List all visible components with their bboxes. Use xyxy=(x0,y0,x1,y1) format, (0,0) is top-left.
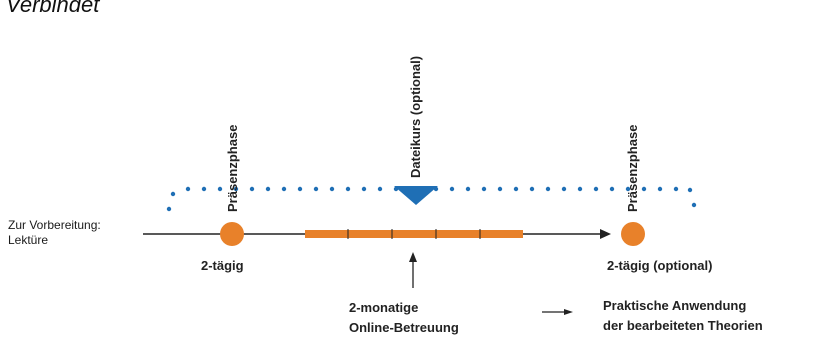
application-line2: der bearbeiteten Theorien xyxy=(603,318,763,333)
header-title: Verbindet xyxy=(6,0,100,17)
application-arrowhead xyxy=(564,309,573,315)
preparation-line2: Lektüre xyxy=(8,233,49,247)
timeline-arrowhead xyxy=(600,229,611,239)
phase-left-caption: 2-tägig xyxy=(201,258,244,273)
preparation-line1: Zur Vorbereitung: xyxy=(8,218,101,232)
online-line2: Online-Betreuung xyxy=(349,320,459,335)
application-line1: Praktische Anwendung xyxy=(603,298,747,313)
file-course-vertical-label: Dateikurs (optional) xyxy=(408,55,423,178)
application-label: Praktische Anwendung der bearbeiteten Th… xyxy=(603,296,763,336)
phase-right-vertical-label: Präsenzphase xyxy=(625,124,640,212)
phase-left-vertical-label: Präsenzphase xyxy=(225,124,240,212)
dotted-bracket xyxy=(166,186,697,212)
file-course-triangle xyxy=(394,186,438,205)
online-period-bar xyxy=(305,230,523,238)
online-up-arrowhead xyxy=(409,252,417,262)
online-label: 2-monatige Online-Betreuung xyxy=(349,298,459,338)
online-line1: 2-monatige xyxy=(349,300,419,315)
preparation-label: Zur Vorbereitung: Lektüre xyxy=(8,218,101,248)
online-period-ticks xyxy=(347,229,481,239)
phase-right-caption: 2-tägig (optional) xyxy=(607,258,713,273)
phase-right-dot xyxy=(621,222,645,246)
phase-left-dot xyxy=(220,222,244,246)
